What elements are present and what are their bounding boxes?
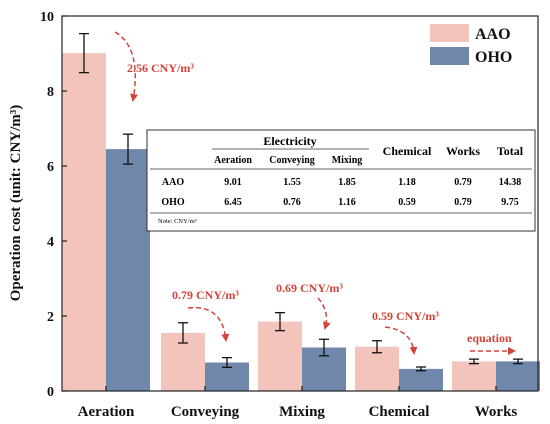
annotation-arrow-conveying: [187, 306, 230, 342]
table-cell: 0.76: [283, 197, 301, 208]
table-cell: 1.16: [338, 197, 356, 208]
annotation-chemical: 0.59 CNY/m³: [372, 309, 439, 323]
table-subheader-mixing: Mixing: [332, 155, 363, 166]
x-tick-label-mixing: Mixing: [279, 404, 325, 420]
annotations-layer: 2.56 CNY/m³ 0.79 CNY/m³ 0.69 CNY/m³ 0.59 CN…: [127, 61, 512, 345]
table-row-label: OHO: [161, 197, 185, 208]
annotation-arrow-chemical: [384, 326, 418, 355]
bar-oho-works: [496, 361, 540, 391]
x-tick-label-conveying: Conveying: [171, 404, 240, 420]
y-tick-label: 4: [47, 235, 54, 250]
annotation-arrow-aeration: [114, 31, 138, 102]
y-tick-label: 2: [47, 310, 54, 325]
table-frame: [146, 129, 536, 232]
legend: AAO OHO: [430, 24, 512, 66]
y-tick-label: 6: [47, 160, 54, 175]
table-cell: 1.18: [398, 177, 416, 188]
table-subheader-conveying: Conveying: [269, 155, 315, 166]
table-header-chemical: Chemical: [383, 144, 432, 158]
inset-table: Electricity Aeration Conveying Mixing Ch…: [146, 129, 536, 232]
x-tick-label-aeration: Aeration: [78, 404, 135, 420]
table-cell: 0.79: [454, 177, 472, 188]
bar-aao-mixing: [258, 321, 302, 391]
bar-aao-chemical: [355, 346, 399, 391]
arrows-layer: [114, 31, 516, 355]
y-tick-label: 0: [47, 385, 54, 400]
bars-layer: [62, 32, 540, 391]
y-tick-label: 10: [40, 10, 54, 25]
bar-oho-chemical: [399, 368, 443, 391]
y-tick-label: 8: [47, 85, 54, 100]
plot-frame: [61, 15, 539, 392]
legend-label-oho: OHO: [475, 49, 512, 66]
table-subheader-aeration: Aeration: [214, 155, 252, 166]
table-cell: 14.38: [499, 177, 522, 188]
y-axis-label: Operation cost (unit: CNY/m³): [8, 105, 24, 302]
annotation-arrow-mixing: [317, 297, 331, 330]
table-note: Note: CNY/m³: [158, 218, 197, 225]
table-cell: 0.59: [398, 197, 416, 208]
table-header-works: Works: [446, 144, 480, 158]
table-cell: 6.45: [224, 197, 242, 208]
bar-oho-aeration: [106, 149, 150, 391]
table-cell: 0.79: [454, 197, 472, 208]
y-axis: 0 2 4 6 8 10: [40, 10, 67, 400]
legend-swatch-aao: [430, 24, 469, 42]
x-tick-label-chemical: Chemical: [369, 404, 430, 420]
table-cell: 9.75: [501, 197, 519, 208]
annotation-aeration: 2.56 CNY/m³: [127, 61, 194, 75]
x-axis: Aeration Conveying Mixing Chemical Works: [78, 386, 518, 420]
bar-aao-aeration: [62, 53, 106, 391]
table-header-total: Total: [497, 144, 524, 158]
table-group-header: Electricity: [263, 134, 316, 148]
bar-aao-works: [452, 361, 496, 391]
table-cell: 1.55: [283, 177, 301, 188]
legend-label-aao: AAO: [475, 26, 511, 43]
annotation-works: equation: [467, 331, 512, 345]
legend-swatch-oho: [430, 47, 469, 65]
annotation-conveying: 0.79 CNY/m³: [172, 288, 239, 302]
table-row-label: AAO: [162, 177, 184, 188]
table-cell: 1.85: [338, 177, 356, 188]
x-tick-label-works: Works: [475, 404, 518, 420]
annotation-mixing: 0.69 CNY/m³: [276, 281, 343, 295]
table-cell: 9.01: [224, 177, 242, 188]
